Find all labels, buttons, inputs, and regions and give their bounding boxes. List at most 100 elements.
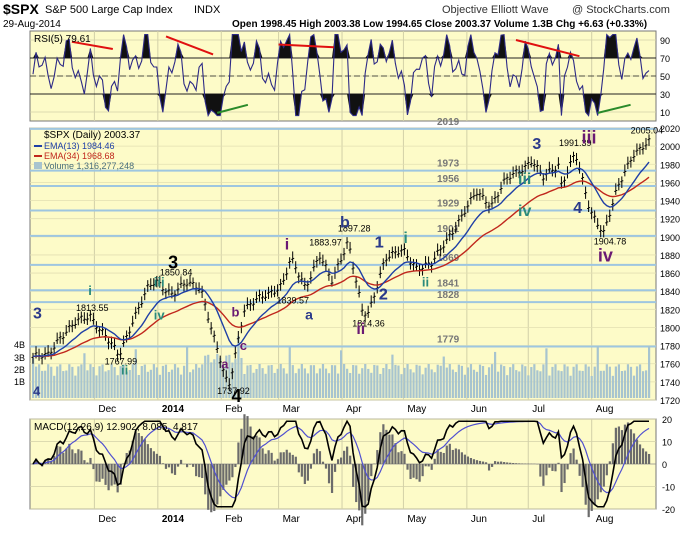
macd-histogram-bar <box>485 462 487 464</box>
volume-bar <box>156 367 158 398</box>
macd-histogram-bar <box>201 464 203 478</box>
fib-level-label: 1779 <box>437 335 460 346</box>
macd-histogram-bar <box>165 464 167 469</box>
volume-bar <box>467 367 469 398</box>
price-tick-label: 1900 <box>660 233 680 243</box>
volume-bar <box>579 371 581 398</box>
volume-bar <box>274 373 276 398</box>
volume-bar <box>382 368 384 398</box>
macd-histogram-bar <box>645 451 647 464</box>
macd-histogram-bar <box>542 464 544 486</box>
macd-histogram-bar <box>476 460 478 464</box>
macd-histogram-bar <box>101 464 103 479</box>
macd-histogram-bar <box>500 462 502 464</box>
macd-histogram-bar <box>467 457 469 464</box>
volume-bar <box>485 375 487 398</box>
macd-histogram-bar <box>301 464 303 477</box>
volume-bar <box>183 366 185 398</box>
macd-histogram-bar <box>62 453 64 464</box>
volume-bar <box>301 364 303 398</box>
price-label: 2005.04 <box>631 126 664 136</box>
volume-bar <box>566 366 568 398</box>
volume-bar <box>174 364 176 398</box>
volume-bar <box>271 365 273 398</box>
volume-bar <box>289 347 291 398</box>
macd-histogram-bar <box>98 464 100 482</box>
macd-tick-label: -20 <box>662 505 675 515</box>
price-label: 1883.97 <box>309 237 342 247</box>
volume-bar <box>280 364 282 398</box>
macd-histogram-bar <box>349 456 351 464</box>
volume-bar <box>491 364 493 398</box>
macd-histogram-bar <box>394 443 396 464</box>
fib-level-label: 1929 <box>437 199 460 210</box>
quote-line: Open 1998.45 High 2003.38 Low 1994.65 Cl… <box>232 19 647 30</box>
macd-histogram-bar <box>515 463 517 464</box>
macd-histogram-bar <box>174 464 176 475</box>
x-tick-label: 2014 <box>162 404 185 415</box>
price-label: 1839.57 <box>277 296 310 306</box>
volume-bar <box>458 365 460 398</box>
volume-bar <box>524 366 526 398</box>
volume-bar <box>213 359 215 398</box>
macd-histogram-bar <box>458 449 460 464</box>
macd-histogram-bar <box>231 464 233 477</box>
macd-histogram-bar <box>340 458 342 464</box>
macd-histogram-bar <box>409 464 411 479</box>
macd-histogram-bar <box>261 448 263 464</box>
macd-histogram-bar <box>334 464 336 472</box>
chart-name: S&P 500 Large Cap Index <box>45 4 173 16</box>
volume-bar <box>428 364 430 398</box>
price-tick-label: 1720 <box>660 396 680 406</box>
x-tick-label: Jul <box>532 404 545 415</box>
volume-bar <box>177 368 179 398</box>
wave-label: iii <box>518 171 531 188</box>
volume-bar <box>101 364 103 398</box>
volume-bar <box>406 364 408 398</box>
volume-bar <box>255 369 257 398</box>
wave-label: iii <box>581 127 596 147</box>
volume-bar <box>437 365 439 398</box>
macd-histogram-bar <box>150 448 152 464</box>
macd-histogram-bar <box>422 464 424 476</box>
volume-bar <box>107 370 109 398</box>
volume-bar <box>452 370 454 398</box>
volume-bar <box>277 369 279 398</box>
macd-histogram-bar <box>419 464 421 482</box>
volume-bar <box>111 364 113 398</box>
volume-bar <box>86 370 88 398</box>
volume-bar <box>615 367 617 398</box>
macd-histogram-bar <box>557 463 559 464</box>
fib-level-label: 1828 <box>437 290 460 301</box>
volume-bar <box>521 364 523 398</box>
macd-histogram-bar <box>171 464 173 473</box>
macd-histogram-bar <box>621 430 623 464</box>
macd-histogram-bar <box>180 460 182 464</box>
macd-histogram-bar <box>249 427 251 464</box>
volume-bar <box>515 370 517 398</box>
volume-bar <box>551 367 553 398</box>
price-tick-label: 1740 <box>660 378 680 388</box>
volume-bar <box>609 367 611 398</box>
macd-histogram-bar <box>560 464 562 492</box>
volume-bar <box>337 374 339 398</box>
ema34-legend: EMA(34) 1968.68 <box>44 151 115 161</box>
volume-bar <box>358 374 360 398</box>
volume-bar <box>554 364 556 398</box>
macd-histogram-bar <box>609 461 611 464</box>
volume-bar <box>268 365 270 398</box>
volume-bar <box>325 369 327 398</box>
x-tick-label: Feb <box>225 514 243 525</box>
x-tick-label: Apr <box>346 514 362 525</box>
macd-histogram-bar <box>479 461 481 464</box>
volume-bar <box>210 362 212 398</box>
wave-label: iii <box>154 275 165 290</box>
fib-level-label: 2019 <box>437 117 460 128</box>
macd-tick-label: 10 <box>662 438 672 448</box>
macd-histogram-bar <box>159 456 161 464</box>
volume-bar <box>576 364 578 398</box>
macd-histogram-bar <box>74 453 76 464</box>
wave-label: iv <box>518 203 531 220</box>
volume-bar <box>71 367 73 398</box>
